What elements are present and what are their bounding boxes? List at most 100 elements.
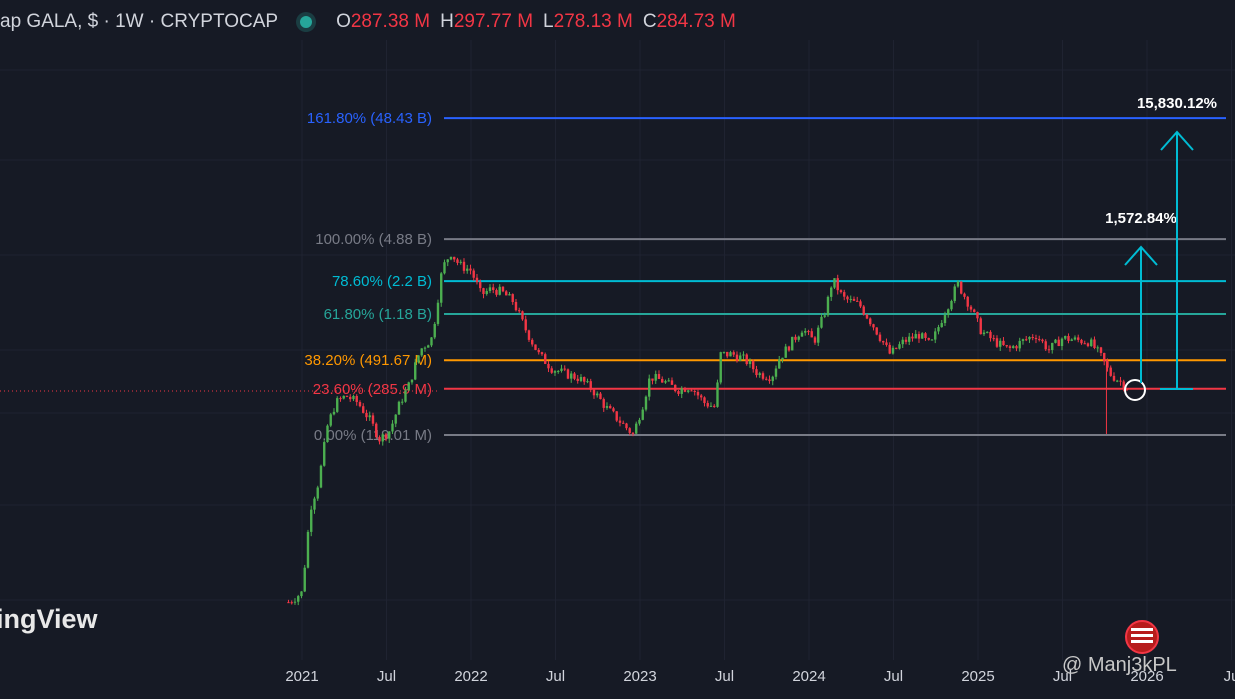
candle-body (488, 287, 492, 292)
candle-body (804, 331, 807, 333)
candle-body (742, 354, 745, 356)
candle-body (1047, 349, 1051, 351)
candle-body (956, 281, 960, 287)
candle-body (345, 395, 349, 397)
candle-body (388, 431, 391, 439)
candle-body (443, 262, 446, 274)
candle-body (1070, 339, 1073, 341)
candle-body (745, 354, 748, 365)
candle-body (677, 391, 680, 394)
candle-body (638, 419, 641, 424)
candle-body (719, 352, 722, 383)
candle-body (505, 291, 508, 296)
candle-body (1090, 339, 1093, 347)
candle-body (1112, 375, 1116, 381)
candle-body (589, 381, 592, 390)
candle-body (700, 395, 703, 398)
candle-body (872, 324, 875, 328)
tradingview-watermark: ingView (0, 604, 98, 634)
candle-body (960, 281, 963, 294)
candle-body (622, 422, 625, 424)
candle-body (846, 296, 849, 300)
candle-body (316, 487, 319, 499)
candle-body (1057, 339, 1060, 347)
candle-body (440, 273, 443, 303)
candle-body (485, 291, 488, 294)
candle-body (1116, 380, 1119, 382)
candle-body (771, 376, 774, 382)
candle-body (1021, 339, 1025, 341)
candle-body (365, 412, 368, 418)
candle-body (557, 370, 560, 372)
x-tick-label: Jul (884, 668, 903, 685)
x-tick-label: 2026 (1130, 668, 1163, 685)
x-tick-label: Ju (1224, 668, 1235, 685)
candle-body (969, 306, 973, 310)
target-arrow-2-head (1160, 130, 1194, 151)
candle-body (592, 389, 596, 396)
candle-body (966, 296, 969, 307)
candle-body (722, 351, 726, 353)
candle-body (917, 334, 921, 339)
target-arrow-2-label: 15,830.12% (1137, 95, 1217, 112)
candle-body (739, 355, 742, 361)
candle-body (839, 290, 843, 293)
symbol-label[interactable]: ap GALA, $ · 1W · CRYPTOCAP (0, 11, 279, 32)
low-value: 278.13 M (553, 11, 633, 32)
low-key: L (543, 11, 554, 32)
candle-body (778, 359, 781, 369)
candle-body (895, 347, 898, 349)
candle-body (527, 330, 531, 340)
candle-body (943, 315, 947, 324)
candle-body (1025, 339, 1028, 341)
candle-body (332, 411, 336, 415)
candle-body (498, 286, 501, 295)
fib-level-label: 78.60% (2.2 B) (332, 273, 432, 290)
candle-body (531, 339, 534, 345)
candle-body (693, 390, 696, 392)
fib-level-label: 100.00% (4.88 B) (315, 231, 432, 248)
candle-body (550, 368, 553, 373)
candle-body (729, 352, 732, 357)
candle-body (856, 300, 859, 302)
candle-body (901, 339, 904, 345)
x-tick-label: Jul (715, 668, 734, 685)
candle-body (583, 377, 586, 382)
candle-body (368, 415, 371, 418)
candle-body (859, 301, 862, 307)
candle-body (417, 355, 420, 363)
candle-body (787, 346, 791, 351)
candle-body (628, 428, 631, 433)
candle-body (830, 287, 833, 297)
candle-body (560, 368, 563, 371)
candle-body (479, 282, 482, 289)
candle-body (618, 420, 622, 423)
candle-body (615, 411, 618, 421)
candle-body (540, 352, 544, 355)
candle-body (651, 378, 654, 381)
candle-body (544, 354, 547, 364)
candle-body (940, 323, 943, 328)
candle-body (293, 601, 297, 603)
x-tick-label: 2021 (285, 668, 318, 685)
candle-body (992, 338, 995, 340)
candle-body (384, 434, 388, 439)
candle-body (1002, 340, 1005, 346)
candle-body (462, 261, 466, 271)
candle-body (358, 402, 362, 407)
fib-level-label: 0.00% (119.01 M) (314, 427, 432, 444)
candle-body (612, 408, 615, 412)
fib-level-label: 23.60% (285.9 M) (313, 381, 432, 398)
candle-body (927, 338, 930, 340)
candle-body (875, 327, 878, 335)
candle-body (625, 423, 628, 429)
candle-body (391, 423, 394, 432)
candle-body (349, 396, 352, 400)
candle-body (1028, 337, 1031, 340)
us-flag-icon[interactable] (1125, 620, 1159, 654)
candle-body (407, 382, 410, 391)
candle-body (609, 406, 612, 409)
candle-body (664, 381, 667, 383)
